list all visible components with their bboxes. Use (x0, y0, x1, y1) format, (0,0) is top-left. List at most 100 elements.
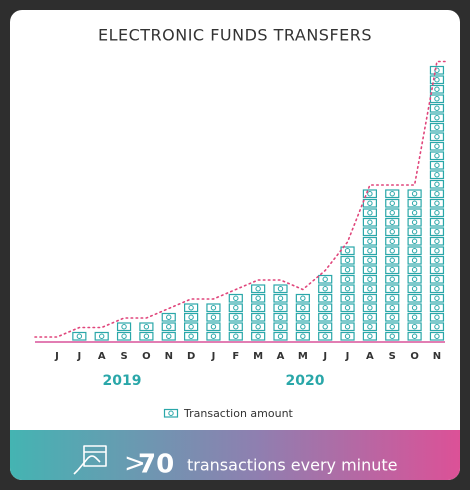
x-tick-label: J (211, 351, 216, 362)
chart-title: ELECTRONIC FUNDS TRANSFERS (98, 26, 372, 45)
money-icon (429, 265, 445, 275)
money-icon-coin (389, 295, 395, 301)
money-icon (340, 265, 355, 275)
money-icon (385, 236, 400, 246)
money-icon-coin (411, 229, 418, 235)
money-icon (429, 236, 445, 246)
money-icon-coin (434, 314, 440, 320)
money-icon-coin (411, 238, 418, 244)
money-icon-coin (188, 333, 194, 339)
x-tick-label: J (54, 351, 59, 362)
money-icon-coin (367, 276, 373, 282)
money-icon (385, 331, 400, 341)
money-icon (273, 322, 288, 332)
money-icon-coin (344, 267, 351, 273)
money-icon (228, 331, 243, 341)
money-icon (139, 322, 154, 332)
icon-stack (318, 274, 333, 341)
money-icon-coin (434, 295, 440, 301)
money-icon (429, 293, 445, 303)
money-icon-coin (322, 276, 328, 282)
money-icon (385, 208, 400, 218)
money-icon-coin (255, 295, 261, 301)
x-tick-label: S (120, 351, 127, 362)
money-icon (116, 322, 132, 332)
money-icon (407, 331, 422, 341)
money-icon (407, 227, 422, 237)
money-icon-coin (255, 333, 261, 339)
money-icon-coin (389, 286, 395, 292)
x-tick-label: J (345, 351, 350, 362)
money-icon (362, 274, 377, 284)
money-icon (429, 65, 445, 75)
money-icon (161, 331, 176, 341)
x-tick-label: M (253, 351, 263, 362)
money-icon-coin (143, 333, 150, 339)
money-icon (94, 331, 109, 341)
money-icon (407, 265, 422, 275)
money-icon (116, 331, 132, 341)
icon-stack (206, 303, 221, 341)
money-icon-coin (188, 305, 194, 311)
money-icon (295, 322, 310, 332)
money-icon-coin (300, 295, 306, 301)
x-tick-label: A (277, 351, 285, 362)
icon-stack (295, 293, 310, 341)
money-icon (429, 132, 445, 142)
icon-stack (385, 189, 400, 341)
money-icon-coin (322, 314, 328, 320)
money-icon (161, 322, 176, 332)
money-icon-coin (389, 248, 395, 254)
money-icon-coin (367, 333, 373, 339)
money-icon-coin (411, 191, 418, 197)
money-icon-coin (411, 219, 418, 225)
money-icon (318, 312, 333, 322)
money-icon (362, 189, 377, 199)
money-icon (407, 189, 422, 199)
money-icon-coin (389, 219, 395, 225)
money-icon (407, 274, 422, 284)
year-label: 2019 (103, 373, 142, 389)
money-icon-coin (277, 333, 284, 339)
money-icon (295, 303, 310, 313)
money-icon (407, 236, 422, 246)
money-icon (206, 322, 221, 332)
money-icon (184, 303, 199, 313)
money-icon (385, 293, 400, 303)
money-icon (385, 189, 400, 199)
money-icon (429, 303, 445, 313)
money-icon (340, 322, 355, 332)
icon-stack (94, 331, 109, 341)
money-icon (362, 217, 377, 227)
money-icon (340, 255, 355, 265)
money-icon (385, 322, 400, 332)
money-icon (228, 303, 243, 313)
money-icon (429, 141, 445, 151)
money-icon-coin (434, 257, 440, 263)
money-icon (407, 284, 422, 294)
money-icon (429, 208, 445, 218)
icon-stack (273, 284, 288, 341)
money-icon-coin (210, 314, 217, 320)
money-icon-coin (389, 267, 395, 273)
money-icon-coin (434, 210, 440, 216)
money-icon (251, 293, 266, 303)
money-icon-coin (434, 115, 440, 121)
money-icon (429, 103, 445, 113)
money-icon-coin (300, 305, 306, 311)
icon-stack (407, 189, 422, 341)
money-icon (340, 274, 355, 284)
money-icon (206, 303, 221, 313)
money-icon (340, 303, 355, 313)
footer-icon (73, 445, 107, 475)
money-icon-coin (367, 219, 373, 225)
money-icon (385, 265, 400, 275)
money-icon-coin (277, 324, 284, 330)
money-icon-coin (434, 172, 440, 178)
money-icon (340, 312, 355, 322)
money-icon (318, 331, 333, 341)
money-icon-coin (277, 305, 284, 311)
money-icon-coin (389, 305, 395, 311)
x-tick-label: O (142, 351, 151, 362)
money-icon-coin (344, 295, 351, 301)
